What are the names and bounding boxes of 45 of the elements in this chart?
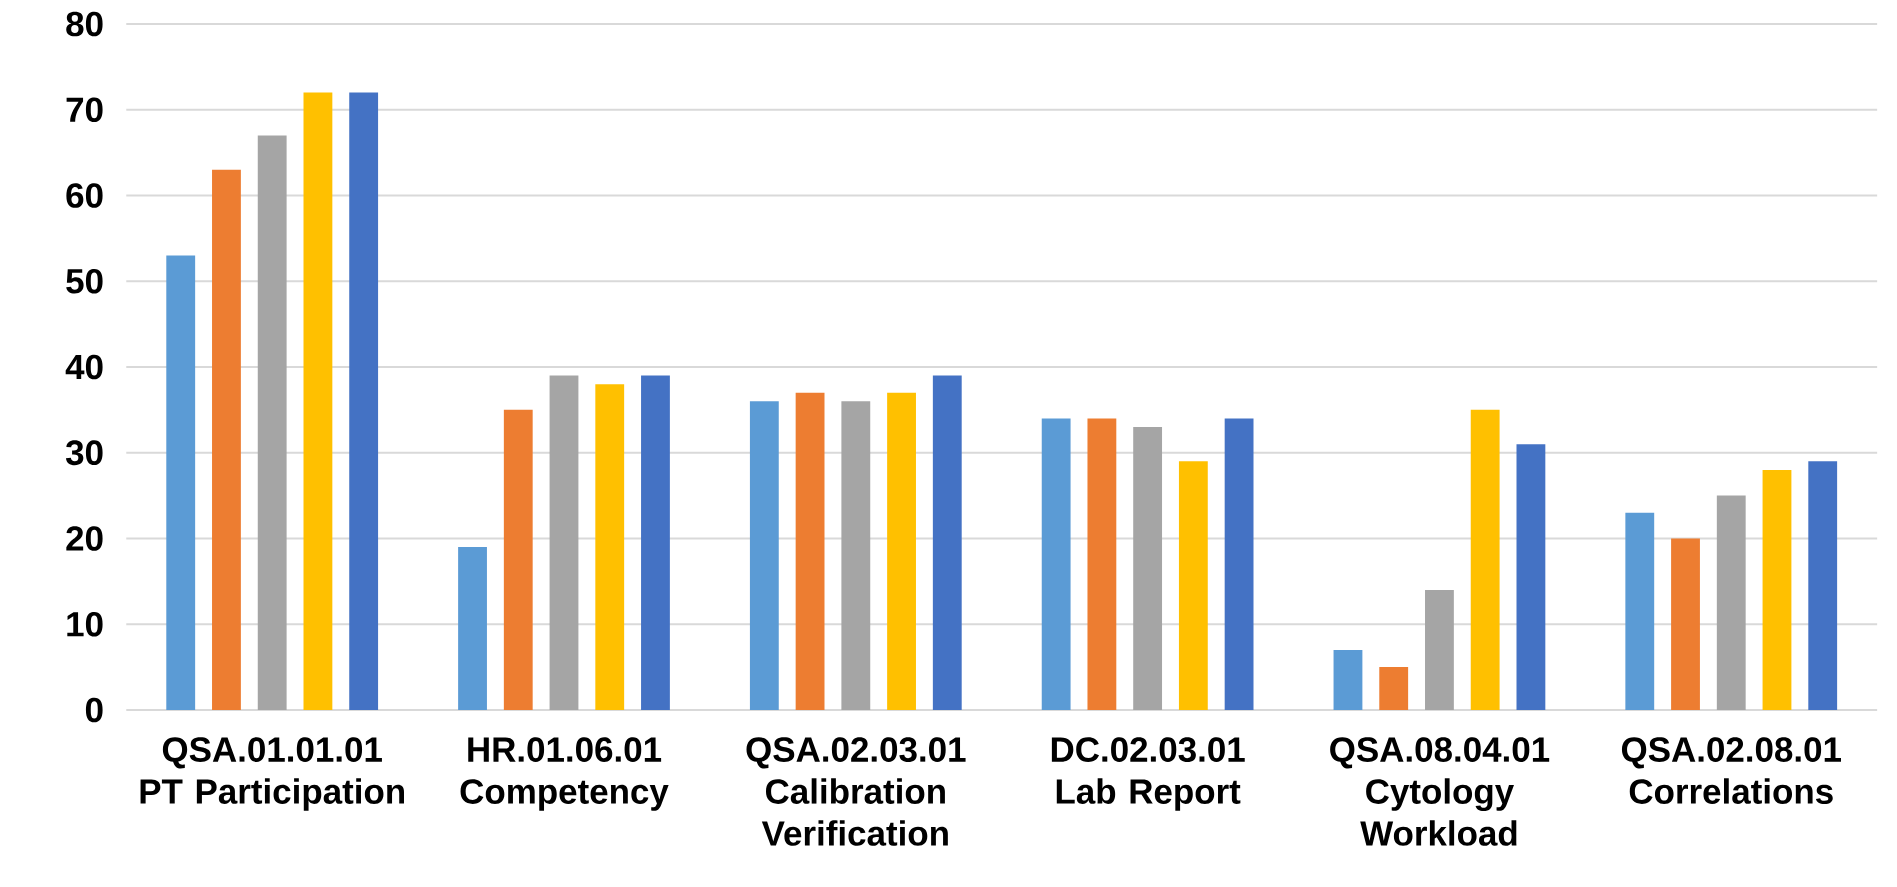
bar xyxy=(503,409,533,710)
x-tick-label: DC.02.03.01 Lab Report xyxy=(1051,737,1245,811)
bar xyxy=(1087,418,1117,710)
bar xyxy=(1379,667,1409,710)
bar xyxy=(1333,649,1363,710)
bar xyxy=(795,392,825,710)
bar xyxy=(749,401,779,710)
bar xyxy=(1716,495,1746,710)
y-tick-label: 60 xyxy=(66,183,103,208)
bar xyxy=(166,255,196,710)
bar xyxy=(595,384,625,710)
bar xyxy=(1133,427,1163,710)
bar xyxy=(1178,461,1208,710)
bar xyxy=(1516,444,1546,710)
bar xyxy=(1224,418,1254,710)
x-tick-label: QSA.02.08.01 Correlations xyxy=(1621,737,1841,804)
bar xyxy=(1762,469,1792,710)
bar xyxy=(841,401,871,710)
bar xyxy=(1625,512,1655,710)
y-tick-label: 10 xyxy=(67,611,103,637)
bar xyxy=(458,547,487,710)
y-tick-label: 40 xyxy=(65,354,103,380)
y-tick-label: 0 xyxy=(85,697,103,723)
bar xyxy=(349,92,379,710)
y-tick-label: 70 xyxy=(66,97,103,123)
bar xyxy=(932,375,962,710)
bar xyxy=(641,375,670,710)
bar xyxy=(1808,461,1838,710)
bar xyxy=(303,92,333,710)
x-tick-label: QSA.01.01.01 PT Participation xyxy=(140,737,404,811)
y-tick-label: 50 xyxy=(66,268,103,294)
bar xyxy=(887,392,916,710)
bar xyxy=(1041,418,1071,710)
y-tick-label: 20 xyxy=(66,526,103,551)
y-tick-label: 80 xyxy=(66,11,103,37)
bar xyxy=(1470,409,1500,710)
x-tick-label: QSA.08.04.01 Cytology Workload xyxy=(1330,737,1550,846)
y-tick-label: 30 xyxy=(65,440,103,466)
bar xyxy=(549,375,579,710)
bar xyxy=(257,135,287,710)
x-tick-label: HR.01.06.01 Competency xyxy=(460,737,669,811)
x-tick-label: QSA.02.03.01 Calibration Verification xyxy=(746,737,966,846)
bar xyxy=(1671,538,1700,710)
bar xyxy=(212,169,241,710)
bar xyxy=(1425,589,1454,710)
